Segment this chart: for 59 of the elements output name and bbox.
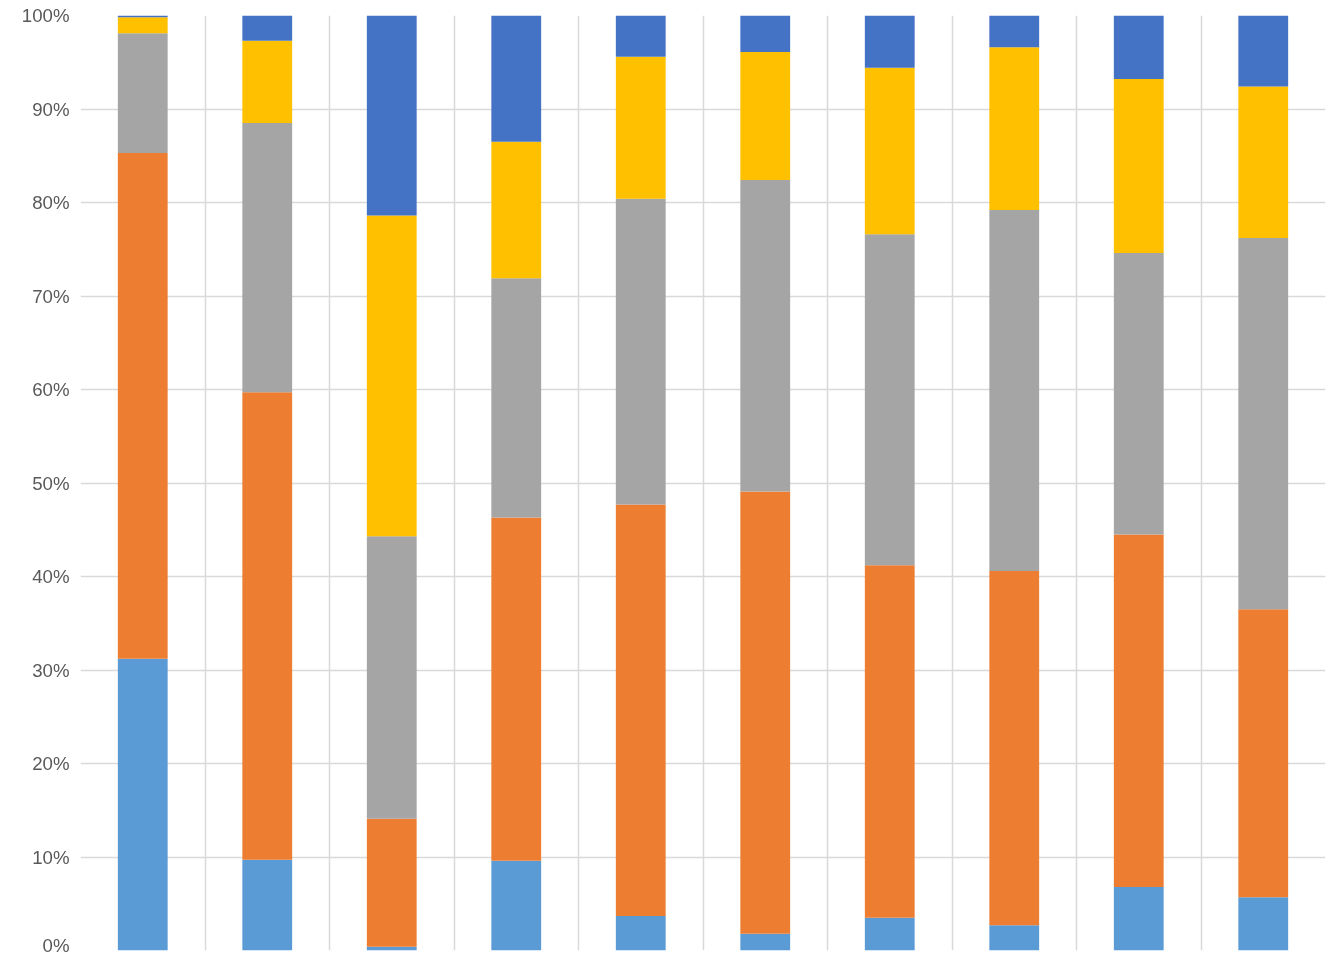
- y-tick-label: 0%: [42, 934, 70, 956]
- bar: [117, 33, 168, 153]
- bar: [1113, 252, 1164, 535]
- bar: [864, 15, 915, 68]
- bar: [989, 209, 1040, 571]
- bar: [615, 56, 666, 199]
- bar: [989, 570, 1040, 926]
- bar: [242, 123, 293, 393]
- bar: [1113, 79, 1164, 253]
- bar: [740, 51, 791, 181]
- y-tick-label: 70%: [32, 285, 70, 307]
- bar: [491, 141, 542, 279]
- bar: [491, 860, 542, 951]
- bar: [242, 392, 293, 860]
- y-tick-label: 30%: [32, 659, 70, 681]
- bar: [1113, 15, 1164, 80]
- bar: [1238, 15, 1289, 87]
- bar: [864, 565, 915, 918]
- bar: [366, 818, 417, 947]
- bar: [242, 15, 293, 41]
- bar: [491, 278, 542, 518]
- y-tick-label: 100%: [21, 5, 70, 26]
- y-tick-label: 10%: [32, 846, 70, 868]
- bar: [989, 925, 1040, 951]
- y-tick-label: 80%: [32, 192, 70, 213]
- bar: [1238, 609, 1289, 898]
- y-tick-label: 60%: [32, 379, 70, 400]
- bar: [864, 917, 915, 951]
- bar: [1113, 886, 1164, 951]
- bar: [117, 658, 168, 951]
- bar: [615, 15, 666, 57]
- bar: [740, 933, 791, 951]
- bar: [615, 915, 666, 951]
- bar: [740, 491, 791, 934]
- bar: [989, 47, 1040, 210]
- bar: [1238, 86, 1289, 239]
- bar: [989, 15, 1040, 48]
- bar: [366, 215, 417, 537]
- bar: [366, 15, 417, 216]
- bar: [117, 152, 168, 659]
- y-tick-label: 90%: [32, 98, 70, 120]
- bar: [1238, 238, 1289, 610]
- bar: [740, 180, 791, 492]
- bar: [1238, 897, 1289, 951]
- bar: [242, 859, 293, 951]
- bar: [491, 517, 542, 861]
- bar: [491, 15, 542, 142]
- bar: [366, 536, 417, 819]
- bar: [117, 17, 168, 34]
- bar: [740, 15, 791, 52]
- y-tick-label: 50%: [32, 472, 70, 494]
- bar: [864, 67, 915, 235]
- y-tick-label: 20%: [32, 753, 70, 774]
- bar: [864, 234, 915, 566]
- bar: [615, 504, 666, 916]
- bar: [615, 198, 666, 505]
- y-tick-label: 40%: [32, 566, 70, 587]
- bar: [1113, 534, 1164, 887]
- bar: [242, 40, 293, 124]
